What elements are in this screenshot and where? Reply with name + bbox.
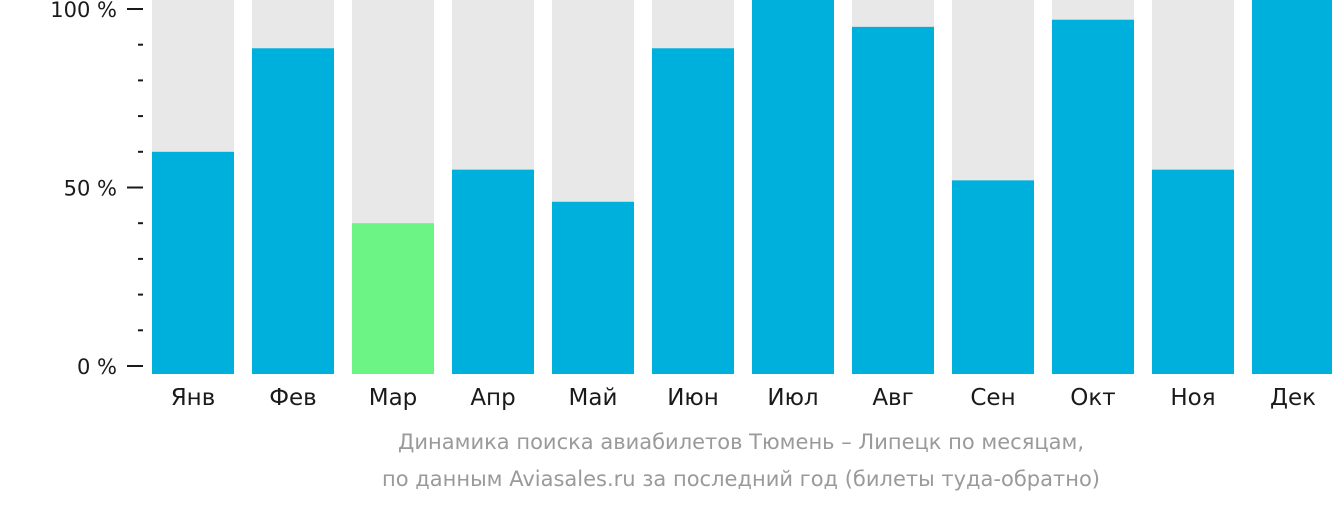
- x-tick-label: Сен: [970, 385, 1015, 411]
- y-tick-label: 100 %: [50, 0, 117, 22]
- bar: [1052, 19, 1134, 375]
- bar: [1152, 169, 1234, 374]
- x-tick-label: Апр: [470, 385, 515, 411]
- bar: [752, 0, 834, 374]
- x-tick-label: Июн: [667, 385, 719, 411]
- x-tick-label: Окт: [1070, 385, 1115, 411]
- x-tick-label: Мар: [369, 385, 418, 411]
- bar: [652, 48, 734, 375]
- bar: [352, 223, 434, 374]
- bar: [1252, 0, 1332, 374]
- x-tick-label: Июл: [767, 385, 818, 411]
- bar: [152, 151, 234, 374]
- bar: [952, 180, 1034, 374]
- x-tick-label: Дек: [1270, 385, 1316, 411]
- x-axis-labels: Янв Фев Мар Апр Май Июн Июл Авг Сен Окт Ноя Дек: [171, 385, 1316, 411]
- bar: [552, 201, 634, 374]
- chart-caption-line-2: по данным Aviasales.ru за последний год …: [382, 467, 1100, 491]
- bar: [852, 26, 934, 374]
- y-tick-label: 50 %: [64, 177, 117, 201]
- bar: [452, 169, 534, 374]
- x-tick-label: Май: [569, 385, 618, 411]
- bar: [252, 48, 334, 375]
- x-tick-label: Ноя: [1170, 385, 1215, 411]
- x-tick-label: Янв: [171, 385, 216, 411]
- bars-group: [152, 0, 1332, 375]
- x-tick-label: Авг: [872, 385, 913, 411]
- x-tick-label: Фев: [269, 385, 317, 411]
- y-tick-label: 0 %: [77, 355, 117, 379]
- y-axis: 0 % 50 % 100 %: [50, 0, 143, 379]
- chart-caption-line-1: Динамика поиска авиабилетов Тюмень – Лип…: [397, 430, 1085, 454]
